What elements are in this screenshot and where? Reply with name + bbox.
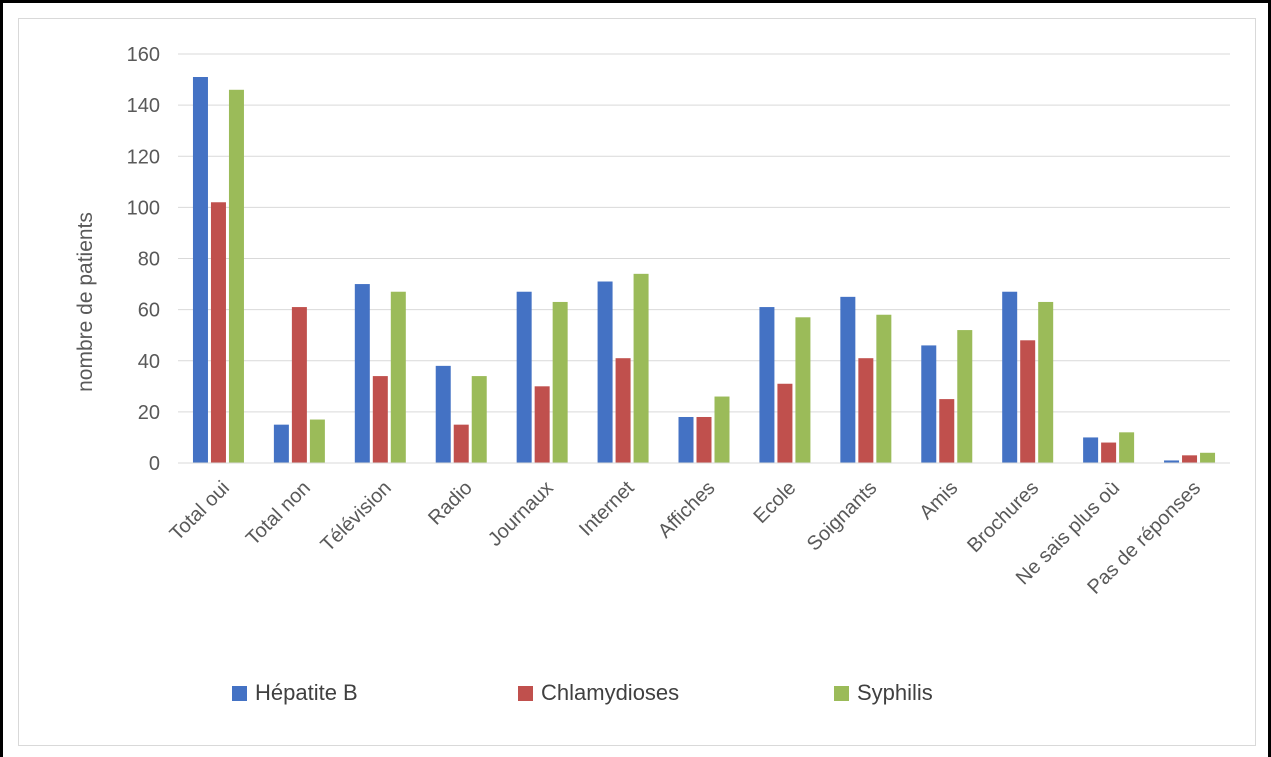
bar [1038,301,1054,463]
bar [678,416,694,463]
legend: Hépatite B Chlamydioses Syphilis [232,680,933,705]
bar [696,416,712,463]
bar [840,296,856,463]
bar [795,317,811,463]
legend-label: Chlamydioses [541,680,679,705]
y-tick-label: 100 [127,197,160,219]
bar [759,307,775,463]
y-tick-label: 160 [127,44,160,66]
x-tick-label: Total non [242,477,315,550]
bar [1182,455,1198,463]
y-tick-label: 40 [138,351,160,373]
bar [777,383,793,463]
y-tick-label: 120 [127,146,160,168]
x-tick-label: Amis [915,477,962,524]
x-tick-label: Affiches [654,477,720,543]
y-tick-label: 140 [127,95,160,117]
gridlines [178,53,1230,413]
bar [597,281,613,463]
y-axis-ticks: 0 20 40 60 80 100 120 140 160 [127,44,160,475]
legend-swatch [834,686,849,701]
bar [939,399,955,463]
bar [1119,432,1135,463]
bar [273,424,289,463]
bar [291,307,307,463]
y-axis-title: nombre de patients [74,212,97,392]
bar [714,396,730,463]
bar [615,358,631,463]
bar [633,273,649,463]
bar [471,376,487,463]
bars [192,77,1216,463]
bar [390,291,406,463]
x-tick-label: Brochures [963,477,1043,557]
x-tick-label: Total oui [166,477,234,545]
bar [957,330,973,463]
legend-swatch [518,686,533,701]
y-tick-label: 80 [138,249,160,271]
bar [228,89,244,463]
x-tick-label: Radio [424,477,477,530]
legend-label: Hépatite B [255,680,358,705]
y-tick-label: 0 [149,453,160,475]
y-tick-label: 20 [138,402,160,424]
x-tick-label: Internet [575,477,639,541]
bar [354,284,370,463]
bar [516,291,532,463]
y-tick-label: 60 [138,300,160,322]
bar [1002,291,1018,463]
bar [1101,442,1117,463]
x-tick-label: Soignants [803,477,881,555]
bar [1200,452,1216,463]
x-tick-label: Télévision [317,477,396,556]
legend-swatch [232,686,247,701]
x-tick-label: Journaux [484,477,558,551]
bar [435,365,451,463]
bar [876,314,892,463]
x-axis-categories: Total oui Total non Télévision Radio Journau… [166,477,1205,599]
bar [1020,340,1036,463]
bar [1083,437,1099,463]
bar [192,77,208,463]
bar [552,301,568,463]
bar [858,358,874,463]
bar [309,419,325,463]
x-tick-label: Ecole [750,477,801,528]
bar [372,376,388,463]
bar [534,386,550,463]
bar [453,424,469,463]
bar [1164,460,1180,463]
legend-label: Syphilis [857,680,933,705]
bar [921,345,937,463]
bar [210,202,226,463]
